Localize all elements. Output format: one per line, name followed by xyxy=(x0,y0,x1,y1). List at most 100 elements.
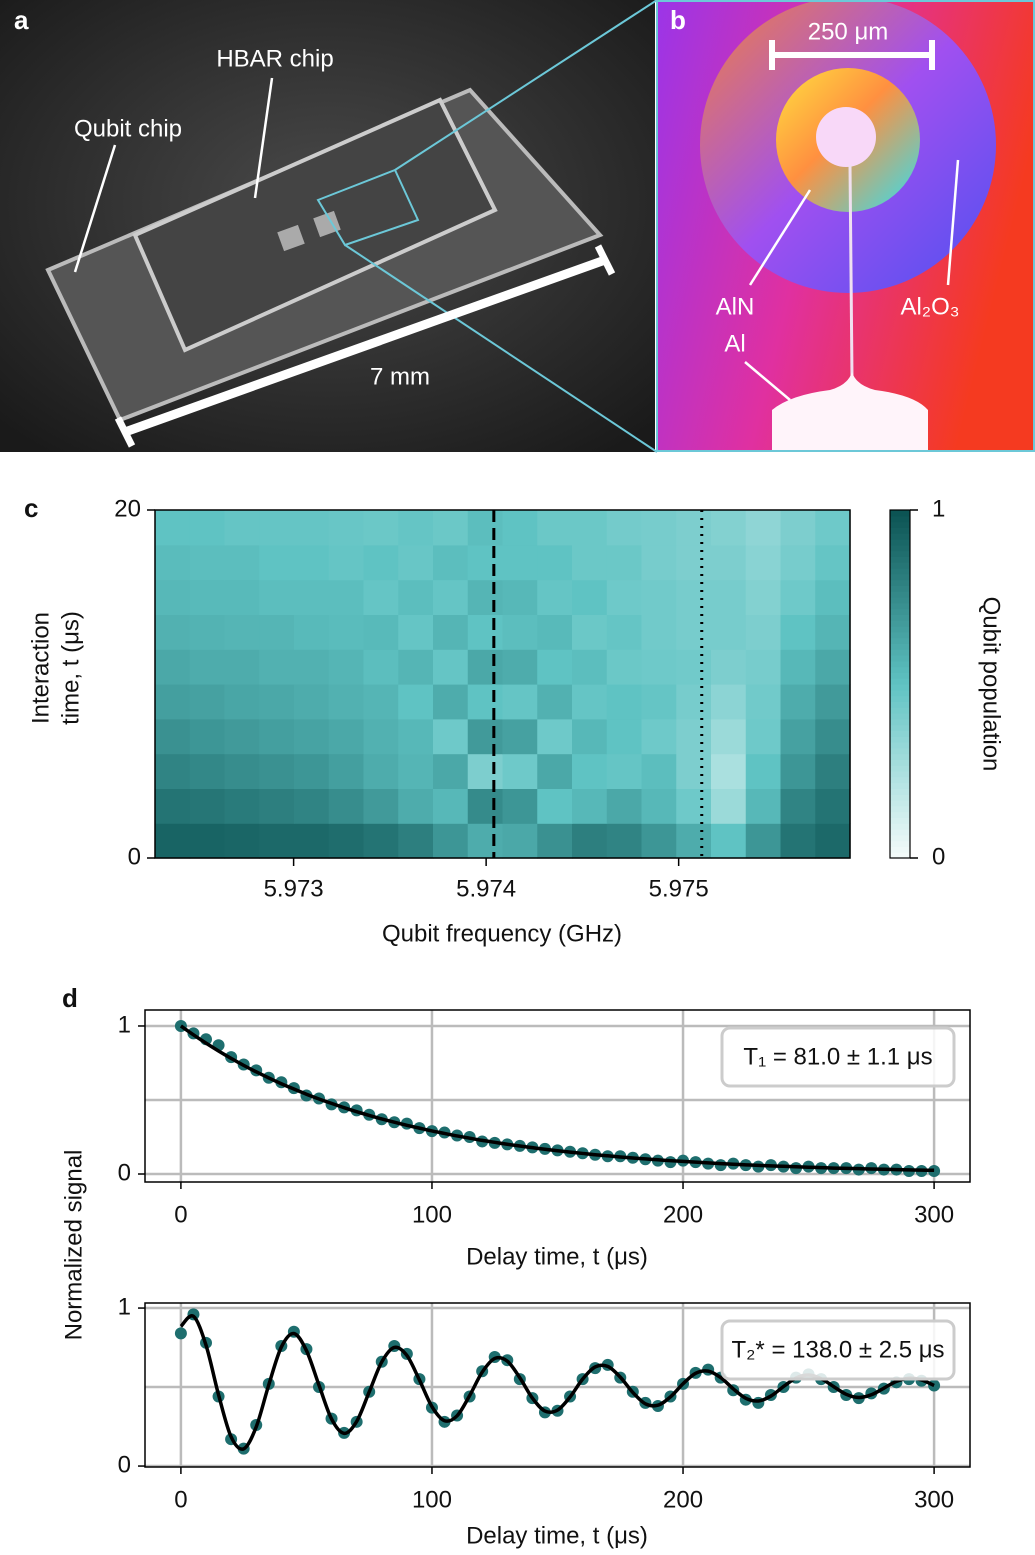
annotation: 7 mm xyxy=(370,363,430,390)
heatmap-cell xyxy=(224,649,260,685)
heatmap-cell xyxy=(467,544,504,581)
colorbar-segment xyxy=(890,544,910,552)
heatmap-cell xyxy=(398,614,434,650)
heatmap-cell xyxy=(433,510,469,546)
heatmap-cell xyxy=(224,544,260,581)
heatmap-cell xyxy=(363,614,399,650)
heatmap-cell xyxy=(780,544,816,581)
colorbar-segment xyxy=(890,672,910,679)
heatmap-cell xyxy=(467,684,504,720)
colorbar-segment xyxy=(890,724,910,731)
heatmap-cell xyxy=(780,579,816,615)
heatmap-cell xyxy=(815,718,851,755)
heatmap-cell xyxy=(641,753,677,789)
colorbar-tick-label: 0 xyxy=(932,843,945,870)
heatmap-cell xyxy=(780,649,816,685)
x-axis-label: Qubit frequency (GHz) xyxy=(382,920,622,947)
y-tick-label: 20 xyxy=(114,495,141,522)
colorbar-segment xyxy=(890,695,910,702)
plot-frame xyxy=(144,1302,971,1468)
heatmap-cell xyxy=(328,684,365,720)
annotation: HBAR chip xyxy=(216,45,333,72)
heatmap-cell xyxy=(537,684,573,720)
colorbar-segment xyxy=(890,515,910,523)
heatmap-cell xyxy=(398,753,434,789)
annotation-box xyxy=(720,1319,956,1381)
plot-frame xyxy=(144,1009,971,1183)
heatmap-cell xyxy=(433,579,469,615)
heatmap-cell xyxy=(502,823,538,859)
heatmap-cell xyxy=(502,649,538,685)
heatmap-cell xyxy=(189,579,226,615)
heatmap-cell xyxy=(606,510,643,546)
colorbar-segment xyxy=(890,527,910,534)
colorbar-segment xyxy=(890,800,910,807)
heatmap-cell xyxy=(606,544,643,581)
colorbar-segment xyxy=(890,521,910,528)
x-tick-label: 200 xyxy=(663,1201,703,1228)
colorbar-segment xyxy=(890,573,910,581)
x-tick-label: 300 xyxy=(914,1486,954,1513)
heatmap-cell xyxy=(294,614,330,650)
heatmap-cell xyxy=(537,544,573,581)
colorbar-segment xyxy=(890,730,910,737)
panel-a-image xyxy=(0,0,658,453)
heatmap-cell xyxy=(641,510,677,546)
heatmap-cell xyxy=(815,753,851,789)
x-tick-label: 100 xyxy=(412,1486,452,1513)
heatmap-cell xyxy=(502,510,538,546)
heatmap-cell xyxy=(433,788,469,824)
heatmap-cell xyxy=(398,823,434,859)
heatmap-cell xyxy=(259,788,295,824)
heatmap-cell xyxy=(259,544,295,581)
colorbar-segment xyxy=(890,550,910,557)
colorbar-segment xyxy=(890,579,910,586)
heatmap-cell xyxy=(606,823,643,859)
heatmap-cell xyxy=(398,510,434,546)
heatmap-cell xyxy=(641,788,677,824)
colorbar-segment xyxy=(890,713,910,720)
heatmap-cell xyxy=(189,684,226,720)
heatmap-cell xyxy=(328,649,365,685)
heatmap-cell xyxy=(155,649,191,685)
heatmap-cell xyxy=(433,718,469,755)
heatmap-cell xyxy=(502,788,538,824)
heatmap-cell xyxy=(780,753,816,789)
colorbar-segment xyxy=(890,701,910,708)
heatmap-cell xyxy=(711,579,747,615)
heatmap-cell xyxy=(572,614,608,650)
heatmap-cell xyxy=(328,823,365,859)
heatmap-cell xyxy=(780,718,816,755)
colorbar-segment xyxy=(890,823,910,830)
panel-label: c xyxy=(24,493,38,523)
heatmap-cell xyxy=(259,510,295,546)
colorbar-label: Qubit population xyxy=(978,597,1005,772)
heatmap-cell xyxy=(641,544,677,581)
heatmap-cell xyxy=(433,614,469,650)
colorbar-segment xyxy=(890,707,910,714)
heatmap-cell xyxy=(328,788,365,824)
colorbar-segment xyxy=(890,643,910,650)
x-tick-label: 0 xyxy=(174,1486,187,1513)
heatmap-cell xyxy=(815,614,851,650)
colorbar-segment xyxy=(890,846,910,853)
x-tick-label: 5.973 xyxy=(264,875,324,902)
heatmap-cell xyxy=(189,788,226,824)
heatmap-cell xyxy=(641,649,677,685)
colorbar-segment xyxy=(890,562,910,569)
heatmap-cell xyxy=(467,718,504,755)
heatmap-cell xyxy=(711,753,747,789)
heatmap-cell xyxy=(606,684,643,720)
y-tick-label: 0 xyxy=(128,843,141,870)
heatmap-cell xyxy=(189,614,226,650)
x-tick-label: 5.975 xyxy=(649,875,709,902)
colorbar-segment xyxy=(890,684,910,691)
heatmap-cell xyxy=(398,544,434,581)
heatmap-cell xyxy=(711,649,747,685)
heatmap-cell xyxy=(433,753,469,789)
x-tick-label: 0 xyxy=(174,1201,187,1228)
heatmap-cell xyxy=(363,544,399,581)
heatmap-cell xyxy=(780,823,816,859)
colorbar-segment xyxy=(890,765,910,772)
